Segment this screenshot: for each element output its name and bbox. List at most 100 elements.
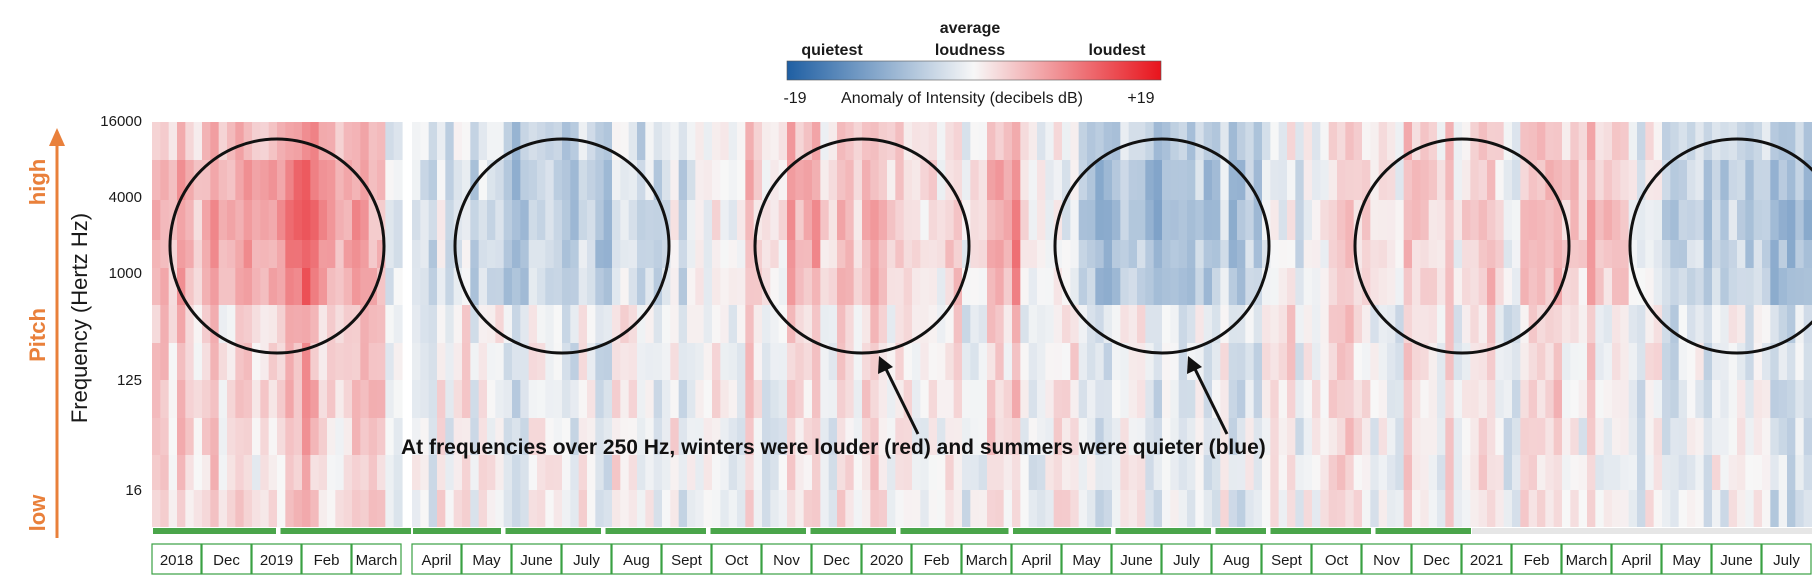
heatmap-cell [1395,122,1405,160]
heatmap-cell [1370,122,1380,160]
heatmap-cell [912,455,921,490]
heatmap-cell [1720,305,1730,343]
heatmap-cell [285,343,295,380]
heatmap-cell [937,418,946,455]
heatmap-cell [1770,343,1780,380]
heatmap-cell [712,122,721,160]
heatmap-cell [537,380,546,418]
heatmap-cell [645,343,655,380]
heatmap-cell [1570,490,1580,527]
heatmap-cell [1178,240,1188,268]
heatmap-cell [1712,200,1721,240]
heatmap-cell [385,380,395,418]
heatmap-cell [1112,160,1121,200]
heatmap-cell [1045,160,1055,200]
heatmap-cell [820,160,830,200]
heatmap-cell [1103,418,1113,455]
heatmap-cell [1703,305,1713,343]
heatmap-cell [1437,268,1446,305]
heatmap-cell [1453,490,1463,527]
heatmap-cell [445,122,455,160]
heatmap-cell [1662,343,1671,380]
heatmap-cell [1095,455,1105,490]
heatmap-cell [243,380,253,418]
heatmap-cell [1245,160,1255,200]
heatmap-cell [828,455,838,490]
heatmap-cell [1495,490,1505,527]
heatmap-cell [1537,160,1546,200]
heatmap-cell [795,240,805,268]
heatmap-cell [945,418,955,455]
heatmap-cell [662,268,671,305]
heatmap-cell [1345,343,1355,380]
heatmap-cell [437,200,446,240]
heatmap-cell [570,240,580,268]
heatmap-cell [1195,122,1205,160]
heatmap-cell [1353,343,1363,380]
heatmap-cell [695,200,705,240]
heatmap-cell [1053,418,1063,455]
heatmap-cell [310,490,320,527]
heatmap-cell [1628,305,1638,343]
heatmap-cell [1087,122,1096,160]
heatmap-cell [1570,418,1580,455]
heatmap-cell [1437,418,1446,455]
heatmap-cell [1428,200,1438,240]
heatmap-cell [1403,200,1413,240]
heatmap-cell [1012,240,1021,268]
heatmap-cell [962,343,971,380]
heatmap-cell [377,305,386,343]
heatmap-cell [1612,268,1621,305]
heatmap-cell [945,160,955,200]
heatmap-cell [795,200,805,240]
heatmap-cell [445,268,455,305]
heatmap-cell [562,455,571,490]
heatmap-cell [1728,240,1738,268]
heatmap-cell [870,418,880,455]
heatmap-cell [1270,490,1280,527]
heatmap-cell [603,200,613,240]
heatmap-cell [753,418,763,455]
heatmap-cell [1428,160,1438,200]
heatmap-cell [1078,380,1088,418]
heatmap-cell [1145,200,1155,240]
heatmap-cell [545,490,555,527]
heatmap-cell [1370,343,1380,380]
heatmap-cell [1378,490,1388,527]
heatmap-cell [803,490,813,527]
heatmap-cell [1337,305,1346,343]
heatmap-cell [1612,122,1621,160]
season-circle-3 [753,137,971,355]
heatmap-cell [268,380,278,418]
heatmap-cell [152,160,161,200]
heatmap-cell [252,343,261,380]
heatmap-cell [545,380,555,418]
heatmap-cell [720,305,730,343]
heatmap-cell [1703,200,1713,240]
heatmap-cell [778,455,788,490]
heatmap-cell [1012,268,1021,305]
heatmap-cell [1787,200,1796,240]
heatmap-cell [828,268,838,305]
heatmap-cell [670,268,680,305]
heatmap-cell [335,268,345,305]
heatmap-cell [277,305,286,343]
heatmap-cell [445,380,455,418]
heatmap-cell [277,268,286,305]
heatmap-cell [1170,418,1180,455]
heatmap-cell [728,200,738,240]
month-label: March [1566,552,1608,569]
heatmap-cell [1512,343,1521,380]
heatmap-cell [1537,305,1546,343]
heatmap-cell [1320,160,1330,200]
heatmap-cell [1662,268,1671,305]
month-label: May [1672,552,1701,569]
month-label: 2021 [1470,552,1503,569]
heatmap-cell [562,200,571,240]
heatmap-cell [512,305,521,343]
heatmap-cell [895,268,905,305]
heatmap-cell [1320,200,1330,240]
heatmap-cell [177,200,186,240]
heatmap-cell [1637,160,1646,200]
heatmap-cell [1620,490,1630,527]
